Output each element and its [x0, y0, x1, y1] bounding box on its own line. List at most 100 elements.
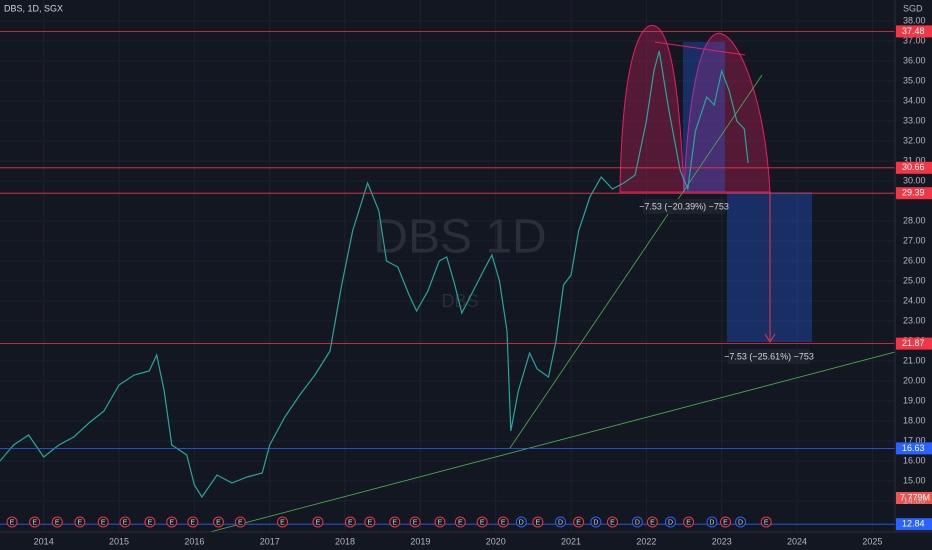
y-tick-label: 31.00: [903, 155, 926, 165]
level-label-box: [896, 161, 932, 174]
event-marker: [719, 516, 731, 528]
level-label: 30.66: [902, 162, 925, 172]
event-label: D: [593, 519, 598, 526]
trend-line: [209, 351, 896, 533]
event-marker: [532, 516, 544, 528]
level-label: 21.87: [902, 338, 925, 348]
y-tick-label: 17.00: [903, 435, 926, 445]
event-label: E: [78, 519, 83, 526]
event-label: D: [519, 519, 524, 526]
event-marker: [389, 516, 401, 528]
y-tick-label: 20.00: [903, 375, 926, 385]
y-tick-label: 38.00: [903, 15, 926, 25]
level-label-box: [896, 25, 932, 38]
event-marker: [364, 516, 376, 528]
event-marker: [119, 516, 131, 528]
y-tick-label: 27.00: [903, 235, 926, 245]
event-marker: [683, 516, 695, 528]
volume-label: 7.779M: [900, 492, 930, 502]
watermark-sub: DBS: [441, 291, 478, 311]
event-label: E: [501, 519, 506, 526]
measure-box: [683, 42, 725, 192]
x-tick-label: 2024: [787, 536, 807, 546]
event-marker: [234, 516, 246, 528]
event-marker: [631, 516, 643, 528]
level-label-box: [896, 337, 932, 350]
event-label: E: [480, 519, 485, 526]
event-marker: [573, 516, 585, 528]
y-tick-label: 25.00: [903, 275, 926, 285]
axes: 38.00 37.00 36.00 35.00 34.00 33.00 32.00 31.00…: [34, 15, 932, 546]
event-marker: [74, 516, 86, 528]
event-label: E: [148, 519, 153, 526]
event-marker: [590, 516, 602, 528]
y-tick-label: 26.00: [903, 255, 926, 265]
chart-title: DBS, 1D, SGX: [4, 3, 63, 13]
event-label: E: [368, 519, 373, 526]
level-label-box: [896, 518, 932, 531]
y-tick-label: 24.00: [903, 295, 926, 305]
volume-label-box: [896, 492, 932, 504]
level-label: 12.84: [902, 519, 925, 529]
event-label: E: [169, 519, 174, 526]
event-marker: [29, 516, 41, 528]
event-label: E: [764, 519, 769, 526]
x-tick-label: 2018: [335, 536, 355, 546]
y-tick-label: 37.00: [903, 35, 926, 45]
event-marker: [409, 516, 421, 528]
event-marker: [497, 516, 509, 528]
event-marker: [664, 516, 676, 528]
y-tick-label: 30.00: [903, 175, 926, 185]
event-marker: [735, 516, 747, 528]
y-tick-label: 23.00: [903, 315, 926, 325]
event-label: E: [10, 519, 15, 526]
event-label: E: [610, 519, 615, 526]
x-tick-label: 2016: [184, 536, 204, 546]
event-label: D: [709, 519, 714, 526]
x-tick-label: 2021: [561, 536, 581, 546]
y-tick-label: 18.00: [903, 415, 926, 425]
measure-label-box: [643, 199, 725, 214]
event-label: E: [280, 519, 285, 526]
event-marker: [6, 516, 18, 528]
event-marker: [277, 516, 289, 528]
event-label: D: [668, 519, 673, 526]
x-tick-label: 2015: [109, 536, 129, 546]
event-label: E: [392, 519, 397, 526]
event-marker: [515, 516, 527, 528]
watermark: DBS 1D: [373, 211, 546, 264]
event-label: D: [558, 519, 563, 526]
event-marker: [706, 516, 718, 528]
event-marker: [454, 516, 466, 528]
x-tick-label: 2014: [34, 536, 54, 546]
event-marker: [344, 516, 356, 528]
x-tick-label: 2017: [260, 536, 280, 546]
measurement: −7.53 (−20.39%) −753: [639, 201, 729, 211]
event-marker: [51, 516, 63, 528]
neck-line: [654, 41, 746, 56]
event-marker: [434, 516, 446, 528]
double-top-pattern: [619, 24, 771, 193]
event-marker: [212, 516, 224, 528]
grid: [0, 0, 895, 532]
measurement: −7.53 (−25.61%) −753: [724, 351, 814, 361]
event-marker: [760, 516, 772, 528]
event-label: E: [413, 519, 418, 526]
trend-line: [509, 74, 763, 449]
event-marker: [312, 516, 324, 528]
event-marker: [646, 516, 658, 528]
event-label: E: [438, 519, 443, 526]
event-label: E: [650, 519, 655, 526]
level-label-box: [896, 442, 932, 455]
event-marker: [166, 516, 178, 528]
event-marker: [476, 516, 488, 528]
event-label: E: [238, 519, 243, 526]
y-tick-label: 36.00: [903, 55, 926, 65]
event-label: E: [216, 519, 221, 526]
y-tick-label: 33.00: [903, 115, 926, 125]
y-tick-label: 15.00: [903, 475, 926, 485]
y-tick-label: 21.00: [903, 355, 926, 365]
